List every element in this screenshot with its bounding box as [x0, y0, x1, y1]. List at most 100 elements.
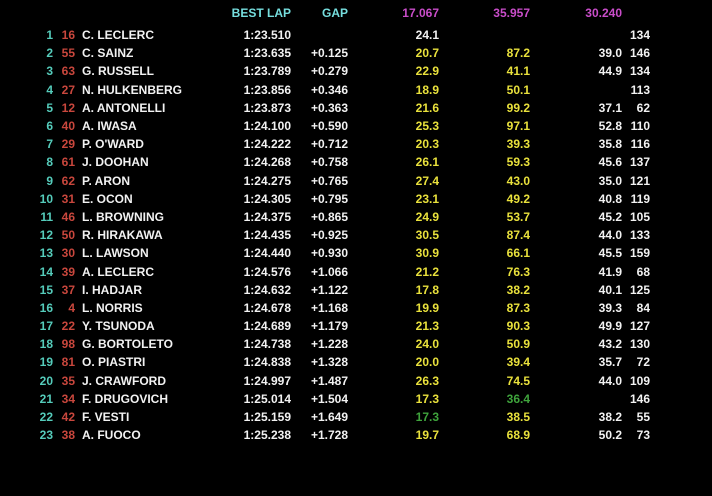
gap-time: +1.179 [310, 319, 348, 334]
best-lap-time: 1:23.789 [243, 64, 291, 79]
gap-time: +1.228 [310, 337, 348, 352]
gap-time: +0.346 [310, 82, 348, 97]
speed-or-laps-value: 134 [629, 64, 650, 79]
speed-or-laps-value: 62 [636, 100, 650, 115]
sector2-time: 36.4 [506, 391, 530, 406]
speed-or-laps-value: 121 [629, 173, 650, 188]
header-best-lap-label: BEST LAP [231, 6, 291, 20]
car-number: 12 [61, 100, 75, 115]
speed-or-laps-value: 110 [630, 119, 650, 134]
car-number: 35 [61, 373, 75, 388]
table-row: 5 12 A. ANTONELLI 1:23.873 +0.363 21.6 9… [0, 99, 712, 117]
sector2-time: 87.4 [506, 228, 530, 243]
sector2-time: 97.1 [506, 119, 530, 134]
speed-or-laps-value: 125 [629, 282, 650, 297]
driver-name: L. NORRIS [82, 300, 143, 315]
table-row: 8 61 J. DOOHAN 1:24.268 +0.758 26.1 59.3… [0, 153, 712, 171]
position-number: 17 [39, 319, 53, 334]
gap-time: +1.728 [310, 428, 348, 443]
driver-name: L. BROWNING [82, 209, 164, 224]
sector2-time: 68.9 [506, 428, 530, 443]
sector3-time: 44.9 [598, 64, 622, 79]
speed-or-laps-value: 84 [636, 300, 650, 315]
best-lap-time: 1:24.435 [243, 228, 291, 243]
table-row: 15 37 I. HADJAR 1:24.632 +1.122 17.8 38.… [0, 281, 712, 299]
table-row: 18 98 G. BORTOLETO 1:24.738 +1.228 24.0 … [0, 335, 712, 353]
table-row: 16 4 L. NORRIS 1:24.678 +1.168 19.9 87.3… [0, 299, 712, 317]
table-row: 21 34 F. DRUGOVICH 1:25.014 +1.504 17.3 … [0, 390, 712, 408]
car-number: 40 [61, 119, 75, 134]
car-number: 4 [68, 300, 75, 315]
car-number: 29 [61, 137, 75, 152]
gap-time: +0.279 [310, 64, 348, 79]
sector1-time: 17.8 [415, 282, 439, 297]
car-number: 63 [61, 64, 75, 79]
table-row: 13 30 L. LAWSON 1:24.440 +0.930 30.9 66.… [0, 244, 712, 262]
sector1-time: 24.9 [415, 209, 439, 224]
speed-or-laps-value: 109 [629, 373, 650, 388]
gap-time: +0.590 [310, 119, 348, 134]
best-lap-time: 1:24.997 [243, 373, 291, 388]
sector3-time: 52.8 [598, 119, 622, 134]
sector1-time: 22.9 [415, 64, 439, 79]
car-number: 46 [61, 209, 75, 224]
sector1-time: 19.7 [415, 428, 439, 443]
gap-time: +0.125 [310, 46, 348, 61]
table-row: 14 39 A. LECLERC 1:24.576 +1.066 21.2 76… [0, 262, 712, 280]
driver-name: A. LECLERC [82, 264, 154, 279]
sector1-time: 20.0 [415, 355, 439, 370]
sector1-time: 21.2 [415, 264, 439, 279]
position-number: 20 [39, 373, 53, 388]
sector1-time: 26.1 [415, 155, 439, 170]
speed-or-laps-value: 159 [629, 246, 650, 261]
table-row: 4 27 N. HULKENBERG 1:23.856 +0.346 18.9 … [0, 81, 712, 99]
position-number: 6 [46, 119, 53, 134]
driver-name: A. IWASA [82, 119, 137, 134]
gap-time: +0.363 [310, 100, 348, 115]
driver-name: E. OCON [82, 191, 133, 206]
position-number: 3 [46, 64, 53, 79]
sector3-time: 38.2 [598, 410, 622, 425]
best-lap-time: 1:24.275 [243, 173, 291, 188]
sector3-time: 45.2 [598, 209, 622, 224]
best-lap-time: 1:25.159 [243, 410, 291, 425]
sector2-time: 74.5 [506, 373, 530, 388]
sector3-time: 35.7 [598, 355, 622, 370]
sector3-time: 35.8 [598, 137, 622, 152]
table-row: 9 62 P. ARON 1:24.275 +0.765 27.4 43.0 3… [0, 172, 712, 190]
table-row: 7 29 P. O'WARD 1:24.222 +0.712 20.3 39.3… [0, 135, 712, 153]
sector2-time: 76.3 [506, 264, 530, 279]
speed-or-laps-value: 134 [629, 28, 650, 43]
sector1-time: 24.1 [415, 28, 439, 43]
sector3-time: 41.9 [598, 264, 622, 279]
car-number: 16 [61, 28, 75, 43]
sector1-time: 20.7 [415, 46, 439, 61]
car-number: 39 [61, 264, 75, 279]
position-number: 4 [46, 82, 53, 97]
header-gap-label: GAP [321, 6, 348, 20]
driver-name: R. HIRAKAWA [82, 228, 163, 243]
gap-time: +0.765 [310, 173, 348, 188]
sector2-time: 87.2 [506, 46, 530, 61]
speed-or-laps-value: 130 [629, 337, 650, 352]
driver-name: A. FUOCO [82, 428, 141, 443]
table-row: 17 22 Y. TSUNODA 1:24.689 +1.179 21.3 90… [0, 317, 712, 335]
best-lap-time: 1:25.238 [243, 428, 291, 443]
driver-name: O. PIASTRI [82, 355, 146, 370]
position-number: 9 [46, 173, 53, 188]
speed-or-laps-value: 127 [629, 319, 650, 334]
driver-name: P. O'WARD [82, 137, 144, 152]
driver-name: Y. TSUNODA [82, 319, 155, 334]
sector2-time: 49.2 [506, 191, 530, 206]
best-lap-time: 1:23.873 [243, 100, 291, 115]
car-number: 22 [61, 319, 75, 334]
sector1-time: 30.5 [415, 228, 439, 243]
speed-or-laps-value: 137 [629, 155, 650, 170]
gap-time: +1.066 [310, 264, 348, 279]
best-lap-time: 1:23.510 [243, 28, 291, 43]
position-number: 12 [39, 228, 53, 243]
sector3-time: 44.0 [598, 373, 622, 388]
table-row: 10 31 E. OCON 1:24.305 +0.795 23.1 49.2 … [0, 190, 712, 208]
driver-name: G. RUSSELL [82, 64, 155, 79]
sector3-time: 40.8 [598, 191, 622, 206]
